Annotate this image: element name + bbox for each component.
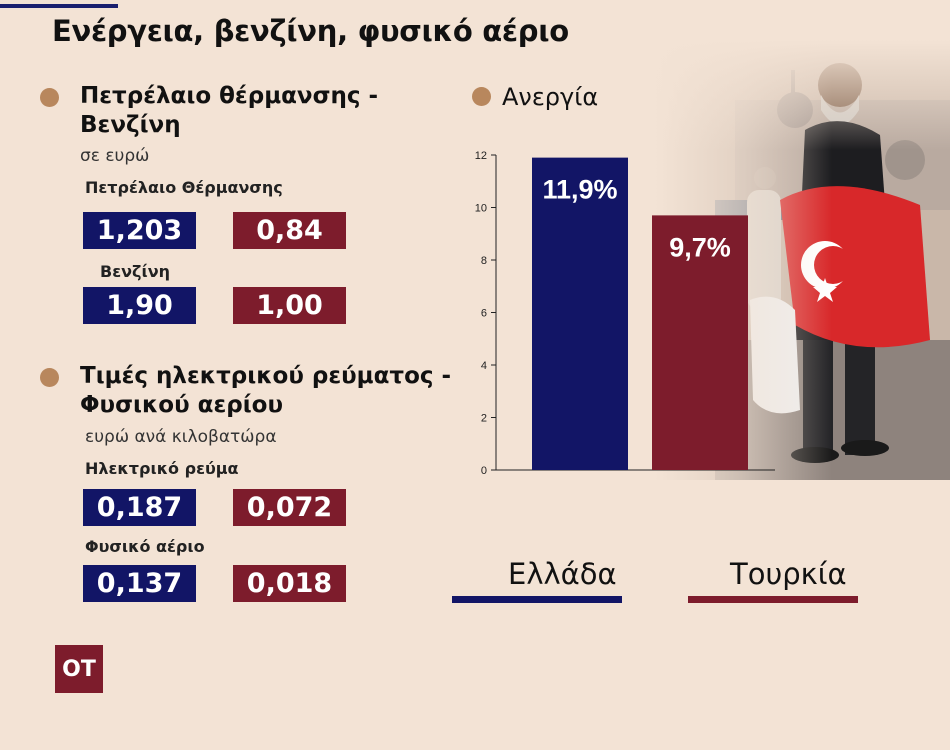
- y-tick-label: 8: [481, 255, 487, 267]
- section-heading-line: Τιμές ηλεκτρικού ρεύματος -: [80, 363, 452, 389]
- legend-label-turkey: Τουρκία: [730, 557, 847, 591]
- greece-value: 1,203: [83, 212, 196, 249]
- turkey-value: 1,00: [233, 287, 346, 324]
- row-label: Φυσικό αέριο: [85, 537, 205, 556]
- section-heading: Τιμές ηλεκτρικού ρεύματος - Φυσικού αερί…: [80, 362, 451, 420]
- bullet-icon: [40, 368, 59, 387]
- unit-label: σε ευρώ: [80, 146, 150, 166]
- turkey-value: 0,84: [233, 212, 346, 249]
- legend-line-turkey: [688, 596, 858, 603]
- section-heading-line: Βενζίνη: [80, 112, 181, 138]
- turkey-value: 0,072: [233, 489, 346, 526]
- chart-title: Ανεργία: [502, 83, 599, 111]
- unit-label: ευρώ ανά κιλοβατώρα: [85, 427, 277, 447]
- vendor-photo: [655, 40, 950, 480]
- legend-line-greece: [452, 596, 622, 603]
- bullet-icon: [40, 88, 59, 107]
- y-tick-label: 6: [481, 308, 487, 320]
- section-heading-line: Πετρέλαιο θέρμανσης -: [80, 83, 379, 109]
- bullet-icon: [472, 87, 491, 106]
- row-label: Βενζίνη: [100, 262, 170, 281]
- y-tick-label: 12: [475, 150, 487, 162]
- row-label: Ηλεκτρικό ρεύμα: [85, 459, 239, 478]
- bar-value-label: 9,7%: [669, 232, 731, 262]
- y-tick-label: 2: [481, 413, 487, 425]
- unemployment-chart: 0 2 4 6 8 10 12 11,9% 9,7%: [475, 150, 775, 477]
- y-tick-label: 0: [481, 465, 487, 477]
- section-heading: Πετρέλαιο θέρμανσης - Βενζίνη: [80, 82, 378, 140]
- bar-greece: [532, 157, 628, 470]
- greece-value: 0,187: [83, 489, 196, 526]
- bar-value-label: 11,9%: [542, 175, 617, 205]
- y-tick-label: 10: [475, 203, 487, 215]
- greece-value: 1,90: [83, 287, 196, 324]
- section-heading-line: Φυσικού αερίου: [80, 392, 284, 418]
- ot-logo: OT: [55, 645, 103, 693]
- top-accent-line: [0, 4, 118, 8]
- greece-value: 0,137: [83, 565, 196, 602]
- vendor-photo-image: [655, 40, 950, 480]
- row-label: Πετρέλαιο Θέρμανσης: [85, 178, 283, 197]
- legend-label-greece: Ελλάδα: [508, 557, 617, 591]
- y-tick-label: 4: [481, 360, 487, 372]
- page-title: Ενέργεια, βενζίνη, φυσικό αέριο: [52, 14, 569, 48]
- bar-turkey: [652, 215, 748, 470]
- turkey-value: 0,018: [233, 565, 346, 602]
